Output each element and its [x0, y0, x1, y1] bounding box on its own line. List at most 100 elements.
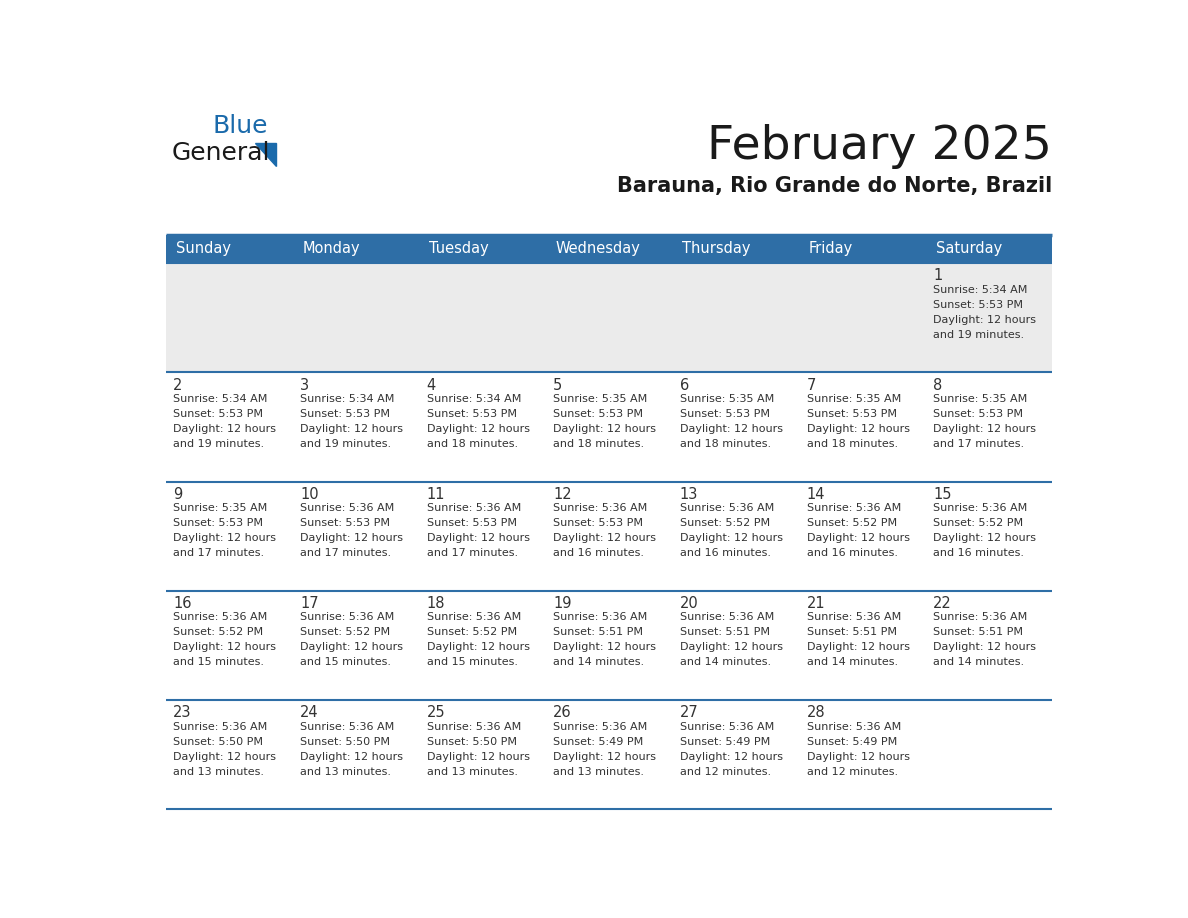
Text: 5: 5 — [554, 377, 563, 393]
Text: Sunset: 5:50 PM: Sunset: 5:50 PM — [173, 736, 264, 746]
Text: and 18 minutes.: and 18 minutes. — [426, 439, 518, 449]
Text: 23: 23 — [173, 705, 191, 721]
Bar — [165, 263, 1053, 373]
Text: Daylight: 12 hours: Daylight: 12 hours — [934, 643, 1036, 653]
Bar — [672, 235, 798, 263]
Text: and 14 minutes.: and 14 minutes. — [554, 657, 644, 667]
Text: Daylight: 12 hours: Daylight: 12 hours — [680, 533, 783, 543]
Text: Sunset: 5:50 PM: Sunset: 5:50 PM — [426, 736, 517, 746]
Text: Sunrise: 5:36 AM: Sunrise: 5:36 AM — [934, 503, 1028, 513]
Text: Sunrise: 5:36 AM: Sunrise: 5:36 AM — [426, 503, 520, 513]
Text: Daylight: 12 hours: Daylight: 12 hours — [426, 752, 530, 762]
Text: Daylight: 12 hours: Daylight: 12 hours — [426, 643, 530, 653]
Text: Sunrise: 5:35 AM: Sunrise: 5:35 AM — [807, 394, 901, 404]
Text: 6: 6 — [680, 377, 689, 393]
Text: Sunrise: 5:36 AM: Sunrise: 5:36 AM — [554, 612, 647, 622]
Text: Daylight: 12 hours: Daylight: 12 hours — [299, 533, 403, 543]
Bar — [925, 235, 1053, 263]
Text: 12: 12 — [554, 487, 571, 502]
Text: 11: 11 — [426, 487, 446, 502]
Bar — [292, 235, 419, 263]
Text: and 13 minutes.: and 13 minutes. — [426, 767, 518, 777]
Text: Sunset: 5:52 PM: Sunset: 5:52 PM — [299, 627, 390, 637]
Text: and 12 minutes.: and 12 minutes. — [807, 767, 898, 777]
Text: and 13 minutes.: and 13 minutes. — [299, 767, 391, 777]
Text: and 18 minutes.: and 18 minutes. — [680, 439, 771, 449]
Text: Daylight: 12 hours: Daylight: 12 hours — [934, 315, 1036, 325]
Text: Daylight: 12 hours: Daylight: 12 hours — [554, 643, 656, 653]
Text: and 15 minutes.: and 15 minutes. — [426, 657, 518, 667]
Text: and 16 minutes.: and 16 minutes. — [680, 548, 771, 558]
Text: and 13 minutes.: and 13 minutes. — [554, 767, 644, 777]
Text: Daylight: 12 hours: Daylight: 12 hours — [173, 424, 277, 434]
Text: Barauna, Rio Grande do Norte, Brazil: Barauna, Rio Grande do Norte, Brazil — [617, 175, 1053, 196]
Text: 18: 18 — [426, 596, 446, 611]
Text: and 19 minutes.: and 19 minutes. — [173, 439, 265, 449]
Text: Daylight: 12 hours: Daylight: 12 hours — [426, 424, 530, 434]
Text: 26: 26 — [554, 705, 571, 721]
Text: 13: 13 — [680, 487, 699, 502]
Text: 17: 17 — [299, 596, 318, 611]
Text: Daylight: 12 hours: Daylight: 12 hours — [807, 752, 910, 762]
Text: Sunset: 5:49 PM: Sunset: 5:49 PM — [554, 736, 644, 746]
Text: Wednesday: Wednesday — [556, 241, 640, 256]
Text: Sunset: 5:53 PM: Sunset: 5:53 PM — [426, 518, 517, 528]
Text: Sunset: 5:51 PM: Sunset: 5:51 PM — [807, 627, 897, 637]
Text: Sunset: 5:51 PM: Sunset: 5:51 PM — [934, 627, 1023, 637]
Text: and 18 minutes.: and 18 minutes. — [554, 439, 644, 449]
Text: Sunrise: 5:36 AM: Sunrise: 5:36 AM — [807, 612, 901, 622]
Text: Sunrise: 5:36 AM: Sunrise: 5:36 AM — [299, 612, 394, 622]
Text: Daylight: 12 hours: Daylight: 12 hours — [426, 533, 530, 543]
Text: 3: 3 — [299, 377, 309, 393]
Text: 1: 1 — [934, 268, 942, 284]
Text: Sunrise: 5:36 AM: Sunrise: 5:36 AM — [299, 722, 394, 732]
Bar — [798, 235, 925, 263]
Text: Sunset: 5:53 PM: Sunset: 5:53 PM — [173, 518, 264, 528]
Text: Sunset: 5:52 PM: Sunset: 5:52 PM — [934, 518, 1023, 528]
Text: Monday: Monday — [302, 241, 360, 256]
Text: Sunset: 5:49 PM: Sunset: 5:49 PM — [807, 736, 897, 746]
Text: and 16 minutes.: and 16 minutes. — [554, 548, 644, 558]
Text: Sunrise: 5:36 AM: Sunrise: 5:36 AM — [299, 503, 394, 513]
Text: and 18 minutes.: and 18 minutes. — [807, 439, 898, 449]
Text: and 15 minutes.: and 15 minutes. — [299, 657, 391, 667]
Text: 24: 24 — [299, 705, 318, 721]
Text: and 15 minutes.: and 15 minutes. — [173, 657, 264, 667]
Text: Sunrise: 5:35 AM: Sunrise: 5:35 AM — [680, 394, 775, 404]
Text: and 12 minutes.: and 12 minutes. — [680, 767, 771, 777]
Text: Sunset: 5:49 PM: Sunset: 5:49 PM — [680, 736, 770, 746]
Text: Sunday: Sunday — [176, 241, 230, 256]
Text: Sunset: 5:52 PM: Sunset: 5:52 PM — [807, 518, 897, 528]
Text: and 16 minutes.: and 16 minutes. — [934, 548, 1024, 558]
Text: Sunset: 5:53 PM: Sunset: 5:53 PM — [554, 409, 643, 419]
Text: 22: 22 — [934, 596, 952, 611]
Text: Daylight: 12 hours: Daylight: 12 hours — [554, 424, 656, 434]
Text: Sunset: 5:51 PM: Sunset: 5:51 PM — [680, 627, 770, 637]
Bar — [419, 235, 545, 263]
Text: Sunrise: 5:36 AM: Sunrise: 5:36 AM — [426, 722, 520, 732]
Text: Sunset: 5:53 PM: Sunset: 5:53 PM — [299, 409, 390, 419]
Text: Sunrise: 5:36 AM: Sunrise: 5:36 AM — [554, 722, 647, 732]
Text: Daylight: 12 hours: Daylight: 12 hours — [807, 424, 910, 434]
Text: Daylight: 12 hours: Daylight: 12 hours — [173, 752, 277, 762]
Text: Daylight: 12 hours: Daylight: 12 hours — [299, 424, 403, 434]
Text: Sunset: 5:53 PM: Sunset: 5:53 PM — [299, 518, 390, 528]
Text: 8: 8 — [934, 377, 942, 393]
Text: Sunrise: 5:36 AM: Sunrise: 5:36 AM — [807, 503, 901, 513]
Text: Sunrise: 5:36 AM: Sunrise: 5:36 AM — [173, 722, 267, 732]
Text: Sunrise: 5:36 AM: Sunrise: 5:36 AM — [680, 503, 775, 513]
Text: Sunrise: 5:34 AM: Sunrise: 5:34 AM — [934, 285, 1028, 295]
Text: Sunset: 5:53 PM: Sunset: 5:53 PM — [426, 409, 517, 419]
Text: Daylight: 12 hours: Daylight: 12 hours — [680, 752, 783, 762]
Text: Sunset: 5:52 PM: Sunset: 5:52 PM — [426, 627, 517, 637]
Text: 25: 25 — [426, 705, 446, 721]
Text: and 16 minutes.: and 16 minutes. — [807, 548, 898, 558]
Bar — [165, 482, 1053, 591]
Text: Sunrise: 5:36 AM: Sunrise: 5:36 AM — [934, 612, 1028, 622]
Text: Sunset: 5:53 PM: Sunset: 5:53 PM — [934, 409, 1023, 419]
Text: Sunrise: 5:36 AM: Sunrise: 5:36 AM — [554, 503, 647, 513]
Text: Thursday: Thursday — [682, 241, 751, 256]
Text: Sunrise: 5:36 AM: Sunrise: 5:36 AM — [807, 722, 901, 732]
Text: Daylight: 12 hours: Daylight: 12 hours — [299, 752, 403, 762]
Text: Sunrise: 5:35 AM: Sunrise: 5:35 AM — [934, 394, 1028, 404]
